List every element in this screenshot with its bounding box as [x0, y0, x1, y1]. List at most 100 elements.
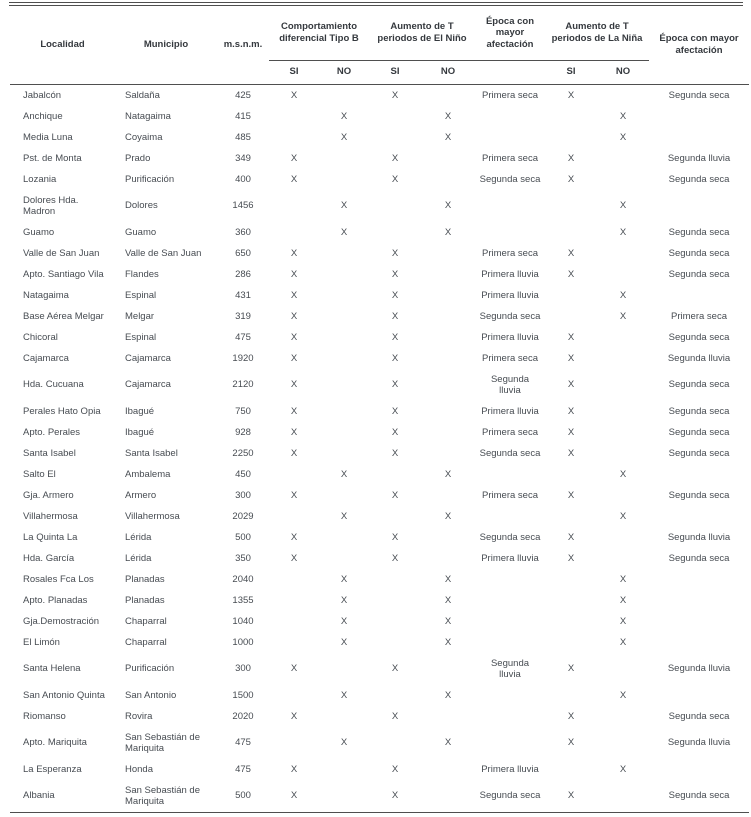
cell-nino_no: [421, 548, 475, 569]
cell-epoca_nino: Segunda seca: [479, 531, 541, 543]
cell-nina_no: X: [619, 468, 627, 480]
cell-comp_si: [269, 464, 319, 485]
cell-epoca_nino: [475, 106, 545, 127]
col-header-comp-no: NO: [319, 60, 369, 85]
cell-localidad: Apto. Mariquita: [23, 737, 87, 748]
cell-comp_no: [319, 84, 369, 106]
cell-nino_no: [421, 422, 475, 443]
cell-nino_no: X: [444, 131, 452, 143]
cell-municipio: Lérida: [125, 552, 152, 564]
cell-municipio: Coyaima: [125, 131, 163, 143]
cell-nino_si: [369, 569, 421, 590]
cell-msnm: 1456: [232, 200, 254, 211]
cell-epoca_nina: [649, 127, 749, 148]
cell-localidad: Cajamarca: [23, 352, 69, 364]
cell-nino_si: X: [391, 489, 399, 501]
cell-comp_si: X: [290, 489, 298, 501]
cell-nina_si: X: [567, 663, 575, 674]
table-row: Santa Helena Purificación 300 X X Segunda llu…: [10, 653, 749, 685]
cell-nino_no: [421, 759, 475, 780]
cell-nino_no: [421, 148, 475, 169]
table-header: Localidad Municipio m.s.n.m. Comportamie…: [10, 6, 750, 85]
cell-nina_si: X: [567, 737, 575, 748]
cell-nina_si: X: [567, 405, 575, 417]
cell-comp_si: X: [290, 710, 298, 722]
cell-msnm: 475: [235, 763, 251, 775]
cell-comp_no: X: [340, 510, 348, 522]
cell-epoca_nino: Segunda seca: [479, 173, 541, 185]
cell-epoca_nino: Segunda lluvia: [490, 373, 530, 396]
climate-affectation-table: Localidad Municipio m.s.n.m. Comportamie…: [10, 6, 750, 813]
cell-msnm: 2120: [232, 379, 254, 390]
cell-municipio: Ambalema: [125, 468, 171, 480]
cell-msnm: 1000: [232, 636, 254, 648]
col-header-epoca-afectacion-nino: Época con mayor afectación: [475, 6, 545, 61]
cell-comp_si: X: [290, 447, 298, 459]
cell-epoca_nina: Segunda seca: [668, 379, 730, 390]
cell-comp_si: X: [290, 790, 298, 801]
cell-msnm: 1920: [232, 352, 254, 364]
cell-nino_no: X: [444, 573, 452, 585]
cell-epoca_nina: Segunda seca: [668, 489, 730, 501]
cell-comp_no: [319, 422, 369, 443]
cell-msnm: 450: [235, 468, 251, 480]
cell-epoca_nina: Segunda seca: [668, 173, 730, 185]
cell-nina_no: X: [619, 289, 627, 301]
cell-comp_si: [269, 106, 319, 127]
header-si-no-row: SI NO SI NO SI NO: [10, 60, 749, 85]
col-header-nina-si: SI: [545, 60, 597, 85]
cell-epoca_nino: Primera lluvia: [481, 289, 539, 301]
cell-nina_si: X: [567, 790, 575, 801]
cell-epoca_nino: [475, 127, 545, 148]
table-row: La Esperanza Honda 475 X X Primera lluvia X: [10, 759, 749, 780]
cell-nina_no: X: [619, 594, 627, 606]
cell-nina_si: [545, 464, 597, 485]
cell-msnm: 360: [235, 226, 251, 238]
cell-nina_no: X: [619, 636, 627, 648]
cell-municipio: Dolores: [125, 200, 158, 211]
cell-epoca_nino: [475, 190, 545, 222]
cell-nino_no: [421, 527, 475, 548]
cell-comp_no: X: [340, 636, 348, 648]
cell-epoca_nino: [475, 569, 545, 590]
cell-nina_si: X: [567, 268, 575, 280]
cell-nino_si: [369, 464, 421, 485]
cell-epoca_nina: [649, 569, 749, 590]
cell-comp_no: [319, 653, 369, 685]
cell-nino_si: X: [391, 531, 399, 543]
cell-localidad: Gja. Armero: [23, 489, 74, 501]
cell-nina_no: [597, 485, 649, 506]
table-row: Perales Hato Opia Ibagué 750 X X Primera lluv…: [10, 401, 749, 422]
cell-epoca_nina: [649, 590, 749, 611]
cell-msnm: 425: [235, 89, 251, 101]
cell-localidad: Guamo: [23, 226, 55, 238]
cell-epoca_nino: Primera lluvia: [481, 331, 539, 343]
cell-localidad: Chicoral: [23, 331, 58, 343]
cell-msnm: 2250: [232, 447, 254, 459]
cell-epoca_nino: [475, 590, 545, 611]
cell-nina_si: X: [567, 552, 575, 564]
table-row: Lozania Purificación 400 X X Segunda seca X Seg…: [10, 169, 749, 190]
cell-msnm: 2040: [232, 573, 254, 585]
cell-msnm: 300: [235, 663, 251, 674]
cell-localidad: El Limón: [23, 636, 60, 648]
cell-epoca_nino: [475, 685, 545, 706]
table-row: Pst. de Monta Prado 349 X X Primera seca X Segu…: [10, 148, 749, 169]
cell-nina_si: [545, 127, 597, 148]
cell-nina_no: X: [619, 510, 627, 522]
cell-epoca_nino: Primera seca: [482, 489, 538, 501]
cell-epoca_nino: [475, 506, 545, 527]
cell-epoca_nina: Segunda lluvia: [667, 663, 731, 674]
cell-epoca_nino: Segunda lluvia: [490, 657, 530, 680]
cell-epoca_nino: Primera seca: [482, 89, 538, 101]
cell-nino_no: [421, 327, 475, 348]
cell-localidad: Lozania: [23, 173, 57, 185]
cell-comp_si: X: [290, 379, 298, 390]
cell-nina_no: [597, 527, 649, 548]
cell-municipio: Chaparral: [125, 615, 167, 627]
cell-nino_no: X: [444, 594, 452, 606]
cell-comp_si: [269, 611, 319, 632]
cell-municipio: Rovira: [125, 710, 153, 722]
cell-epoca_nino: Primera seca: [482, 426, 538, 438]
cell-nino_no: [421, 780, 475, 813]
